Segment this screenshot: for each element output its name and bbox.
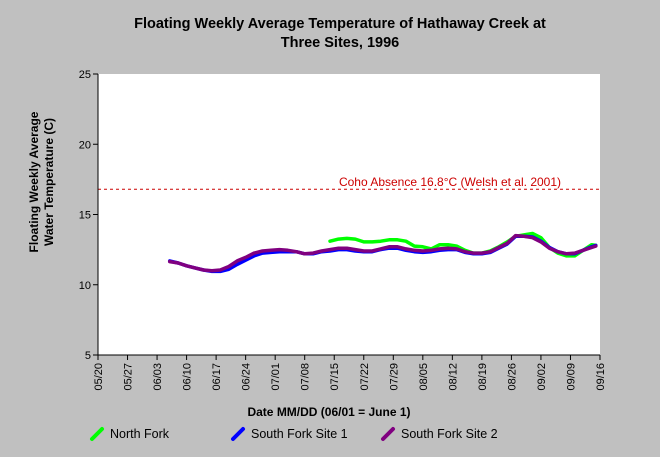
series-layer [167, 231, 598, 274]
legend-label: South Fork Site 2 [401, 427, 498, 441]
legend-swatch [90, 427, 104, 441]
x-tick-label: 06/24 [241, 363, 253, 391]
legend-swatch [231, 427, 245, 441]
x-tick-label: 05/20 [93, 363, 105, 391]
x-tick-label: 06/10 [182, 363, 194, 391]
plot-background [98, 74, 600, 355]
x-tick-label: 06/17 [211, 363, 223, 391]
x-tick-label: 07/15 [329, 363, 341, 391]
legend: North Fork South Fork Site 1 South Fork Si… [90, 427, 498, 441]
y-axis-label-line1: Floating Weekly Average [27, 111, 41, 252]
y-tick-label: 25 [79, 69, 91, 81]
x-tick-label: 09/02 [536, 363, 548, 391]
series-line-south-fork-site-2 [167, 233, 598, 273]
x-ticks: 05/20 05/27 06/03 06/10 06/17 06/24 07/01 07/08… [93, 355, 607, 391]
x-tick-label: 08/12 [447, 363, 459, 391]
y-ticks: 5 10 15 20 25 [79, 69, 98, 362]
x-tick-label: 09/16 [595, 363, 607, 391]
x-tick-label: 08/05 [418, 363, 430, 391]
x-tick-label: 07/29 [388, 363, 400, 391]
chart-title-line2: Three Sites, 1996 [281, 35, 400, 51]
y-tick-label: 15 [79, 210, 91, 222]
threshold-label: Coho Absence 16.8°C (Welsh et al. 2001) [339, 175, 561, 189]
plot-area: Coho Absence 16.8°C (Welsh et al. 2001) [97, 74, 600, 356]
x-tick-label: 07/01 [270, 363, 282, 391]
y-tick-label: 5 [85, 350, 91, 362]
x-tick-label: 09/09 [565, 363, 577, 391]
y-tick-label: 20 [79, 139, 91, 151]
legend-swatch [381, 427, 395, 441]
y-axis-label-line2: Water Temperature (C) [42, 118, 56, 246]
y-tick-label: 10 [79, 280, 91, 292]
x-tick-label: 05/27 [123, 363, 135, 391]
x-tick-label: 07/08 [300, 363, 312, 391]
x-tick-label: 08/26 [506, 363, 518, 391]
x-tick-label: 06/03 [152, 363, 164, 391]
chart-title-line1: Floating Weekly Average Temperature of H… [134, 16, 546, 32]
x-axis-label: Date MM/DD (06/01 = June 1) [247, 405, 410, 419]
x-tick-label: 08/19 [477, 363, 489, 391]
legend-label: South Fork Site 1 [251, 427, 348, 441]
legend-label: North Fork [110, 427, 170, 441]
x-tick-label: 07/22 [359, 363, 371, 391]
